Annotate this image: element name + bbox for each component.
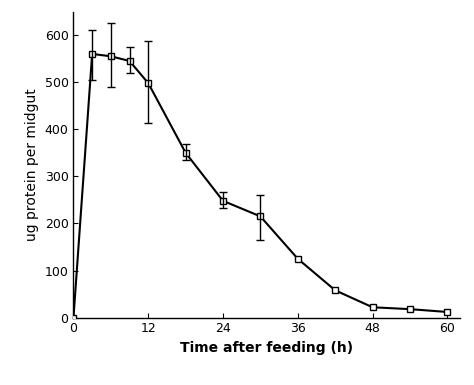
Y-axis label: ug protein per midgut: ug protein per midgut bbox=[25, 88, 39, 241]
X-axis label: Time after feeding (h): Time after feeding (h) bbox=[180, 341, 353, 355]
